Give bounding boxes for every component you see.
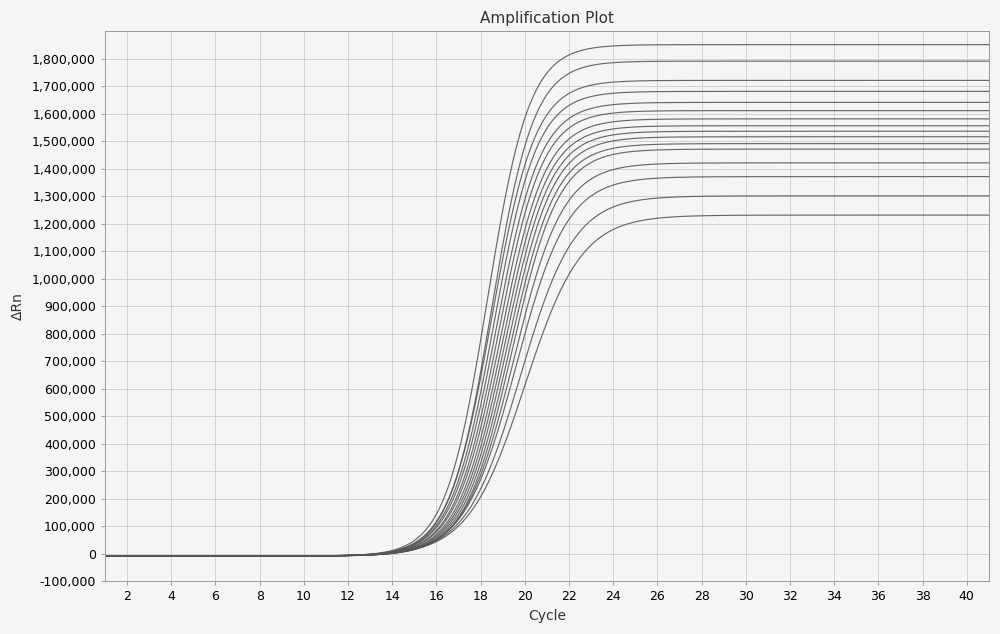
Title: Amplification Plot: Amplification Plot: [480, 11, 614, 26]
Y-axis label: ΔRn: ΔRn: [11, 292, 25, 320]
X-axis label: Cycle: Cycle: [528, 609, 566, 623]
